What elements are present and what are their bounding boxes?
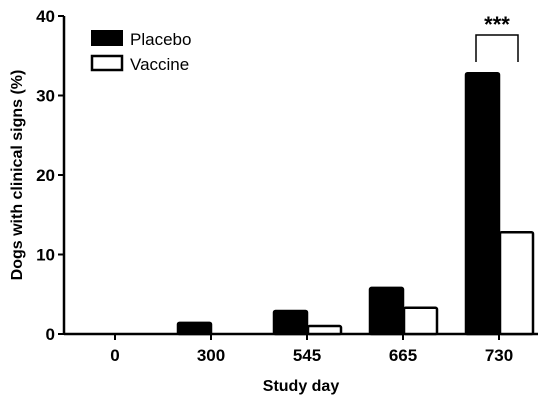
x-tick-label: 545 (293, 346, 321, 365)
legend-swatch-vaccine (90, 54, 124, 72)
y-tick-label: 30 (36, 87, 55, 106)
bars (176, 71, 535, 336)
bar-placebo-300 (176, 321, 213, 336)
bar-placebo-730 (464, 71, 501, 336)
y-tick-label: 0 (46, 325, 55, 344)
y-tick-label: 20 (36, 166, 55, 185)
significance-bracket (475, 34, 519, 62)
y-tick-label: 10 (36, 246, 55, 265)
bar-placebo-665 (368, 286, 405, 336)
legend-label-placebo: Placebo (130, 30, 191, 49)
significance-label: *** (484, 12, 510, 37)
x-tick-label: 730 (485, 346, 513, 365)
legend-label-vaccine: Vaccine (130, 55, 189, 74)
x-tick-label: 300 (197, 346, 225, 365)
y-axis-title: Dogs with clinical signs (%) (9, 70, 26, 281)
x-axis-title: Study day (263, 378, 340, 395)
significance-annotation: *** (475, 12, 519, 62)
legend: Placebo Vaccine (90, 30, 191, 74)
bar-vaccine-545 (306, 324, 343, 336)
bar-placebo-545 (272, 309, 309, 336)
x-tick-label: 0 (110, 346, 119, 365)
bar-vaccine-730 (498, 230, 535, 336)
y-ticks: 0 10 20 30 40 (36, 7, 64, 344)
bar-vaccine-665 (402, 306, 439, 336)
y-tick-label: 40 (36, 7, 55, 26)
x-ticks: 0 300 545 665 730 (110, 334, 513, 365)
x-tick-label: 665 (389, 346, 417, 365)
legend-swatch-placebo (91, 30, 123, 46)
